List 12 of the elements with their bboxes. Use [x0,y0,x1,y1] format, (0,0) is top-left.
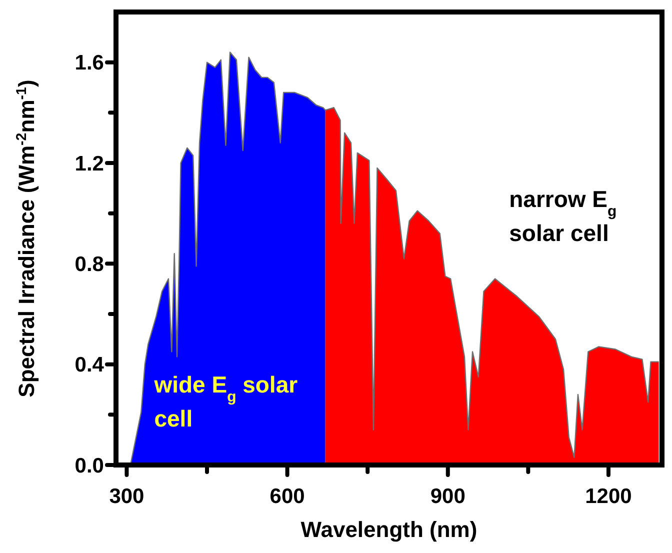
x-axis-title: Wavelength (nm) [300,517,478,542]
y-tick-label: 0.4 [74,354,104,377]
x-tick-label: 900 [430,485,466,508]
y-tick-label: 0.0 [74,454,104,478]
y-tick-label: 0.8 [74,253,104,276]
annotation: narrow E$_{g}$ solar cell [509,186,617,246]
y-tick-label: 1.2 [74,152,104,176]
x-tick-label: 1200 [585,485,632,508]
x-tick-label: 300 [109,485,144,508]
y-tick-label: 1.6 [74,52,104,75]
text: wide E$_{g}$ solar cell [154,372,298,432]
x-tick-label: 600 [270,485,305,508]
